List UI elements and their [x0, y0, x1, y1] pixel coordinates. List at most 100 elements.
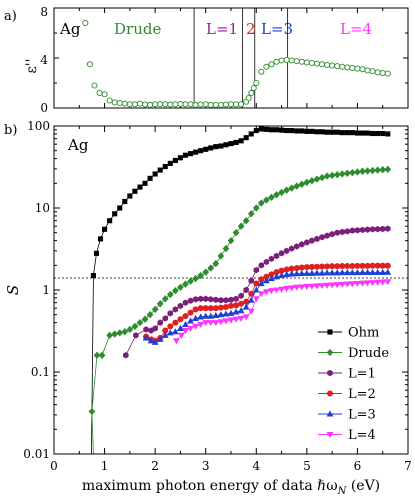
eps2-point: [329, 62, 336, 69]
data-point: [334, 129, 340, 135]
data-point: [349, 168, 356, 177]
data-point: [202, 320, 210, 327]
eps2-point: [172, 101, 179, 108]
data-point: [369, 262, 376, 269]
data-point: [192, 306, 199, 313]
data-point: [309, 237, 315, 244]
data-point: [273, 287, 280, 294]
data-point: [298, 180, 306, 188]
eps2-point: [248, 89, 255, 97]
data-point: [298, 269, 306, 277]
data-point: [198, 148, 204, 154]
data-point: [238, 300, 245, 307]
data-point: [228, 141, 234, 147]
data-point: [349, 130, 355, 136]
data-point: [349, 227, 356, 234]
data-point: [338, 269, 346, 276]
data-point: [121, 328, 129, 336]
data-point: [283, 271, 290, 278]
data-point: [338, 281, 346, 288]
data-point: [143, 326, 149, 333]
data-point: [268, 275, 275, 282]
data-point: [319, 234, 325, 241]
eps2-point: [227, 101, 235, 108]
data-point: [334, 229, 340, 236]
eps2-point: [278, 57, 285, 64]
data-point: [268, 288, 275, 295]
data-point: [354, 227, 361, 234]
data-point: [349, 281, 356, 288]
panel-b-ytick-1: 1: [42, 283, 50, 297]
panel-a-ytick-0: 0: [40, 101, 48, 115]
data-point: [187, 317, 194, 324]
data-point: [319, 129, 325, 135]
ohm-drop-line: [91, 275, 94, 455]
data-point: [344, 130, 350, 136]
legend-marker: [326, 431, 334, 439]
eps2-point: [101, 91, 108, 98]
data-point: [237, 222, 245, 230]
data-point: [131, 322, 139, 331]
data-point: [248, 277, 254, 284]
data-point: [323, 172, 331, 180]
data-point: [278, 272, 285, 279]
data-point: [207, 305, 214, 312]
eps2-point: [318, 61, 326, 68]
plot-layer: Ohm Drude L=1 L=2 L=3 L=4: [53, 7, 409, 455]
series-l2: [143, 262, 391, 344]
data-point: [147, 175, 153, 181]
data-point: [192, 323, 199, 330]
eps2-point: [349, 64, 356, 72]
data-point: [247, 296, 255, 303]
data-point: [222, 303, 229, 311]
data-point: [333, 269, 341, 276]
data-point: [218, 297, 224, 304]
drude-drop-line: [91, 411, 94, 455]
data-point: [374, 225, 381, 233]
eps2-point: [141, 101, 149, 108]
eps2-point: [177, 100, 184, 108]
data-point: [283, 186, 290, 194]
data-point: [354, 262, 361, 269]
eps2-point: [359, 66, 366, 73]
data-point: [177, 283, 184, 291]
eps2-point: [202, 101, 209, 108]
data-point: [384, 268, 392, 275]
data-point: [278, 267, 285, 274]
eps2-point: [384, 70, 391, 77]
eps2-point: [250, 84, 257, 92]
data-point: [263, 126, 269, 132]
data-point: [364, 167, 371, 175]
data-point: [257, 199, 265, 207]
data-point: [252, 286, 260, 293]
region-label-l3: L=3: [261, 20, 293, 38]
eps2-point: [293, 58, 300, 65]
data-point: [293, 265, 300, 272]
data-point: [248, 290, 255, 297]
data-point: [333, 170, 341, 179]
eps2-point: [111, 99, 118, 106]
eps2-point: [238, 101, 245, 108]
series-line: [93, 128, 388, 276]
data-point: [182, 152, 189, 158]
data-point: [258, 126, 264, 132]
legend-marker: [326, 348, 334, 357]
data-point: [338, 170, 346, 178]
data-point: [374, 268, 382, 275]
data-point: [237, 307, 245, 314]
data-point: [217, 304, 224, 311]
eps2-point: [136, 100, 144, 107]
eps2-point: [217, 101, 224, 108]
data-point: [116, 329, 124, 337]
eps2-point: [82, 19, 89, 27]
data-point: [349, 262, 356, 270]
data-point: [232, 316, 240, 323]
data-point: [339, 130, 345, 136]
data-point: [222, 310, 230, 317]
data-point: [227, 302, 235, 309]
data-point: [288, 184, 296, 192]
series-l4: [173, 279, 392, 345]
eps2-point: [268, 61, 275, 68]
data-point: [339, 228, 346, 236]
data-point: [364, 262, 371, 269]
